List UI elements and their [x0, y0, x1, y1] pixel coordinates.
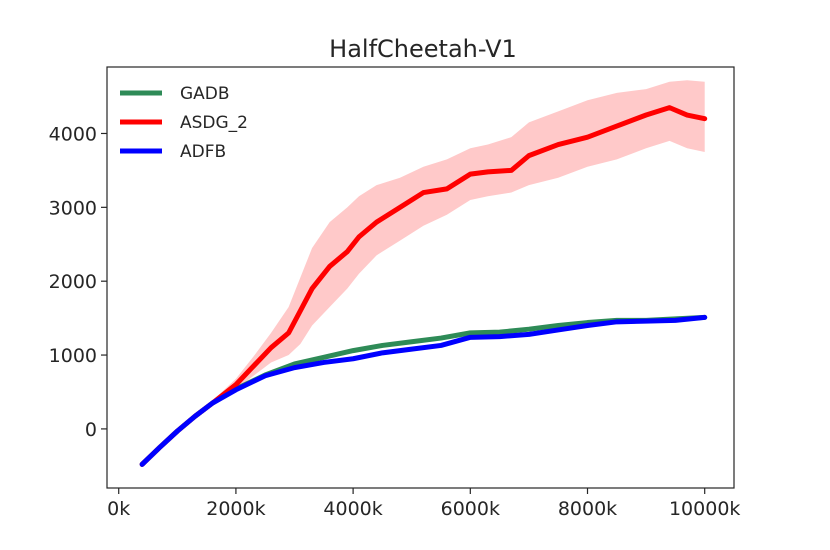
x-tick-label: 6000k — [441, 498, 500, 520]
x-axis: 0k 2000k 4000k 6000k 8000k 10000k — [107, 488, 740, 520]
plot-area — [106, 66, 735, 489]
legend-label-adfb: ADFB — [180, 142, 226, 162]
y-tick-label: 2000 — [49, 271, 97, 293]
y-axis: 0 1000 2000 3000 4000 — [49, 123, 107, 441]
y-tick-label: 1000 — [49, 345, 97, 367]
legend: GADB ASDG_2 ADFB — [120, 84, 248, 162]
confidence-band-asdg-2 — [142, 80, 705, 466]
x-tick-label: 0k — [107, 498, 130, 520]
x-tick-label: 4000k — [323, 498, 382, 520]
chart-title: HalfCheetah-V1 — [329, 35, 517, 63]
legend-label-gadb: GADB — [180, 84, 230, 104]
series-lines — [139, 105, 708, 467]
x-tick-label: 10000k — [669, 498, 740, 520]
y-tick-label: 3000 — [49, 197, 97, 219]
confidence-bands — [142, 80, 705, 466]
x-tick-label: 8000k — [558, 498, 617, 520]
y-tick-label: 0 — [85, 419, 97, 441]
series-line-asdg-2 — [139, 105, 708, 467]
series-line-adfb — [139, 314, 708, 467]
x-tick-label: 2000k — [206, 498, 265, 520]
legend-label-asdg-2: ASDG_2 — [180, 113, 248, 133]
y-tick-label: 4000 — [49, 123, 97, 145]
